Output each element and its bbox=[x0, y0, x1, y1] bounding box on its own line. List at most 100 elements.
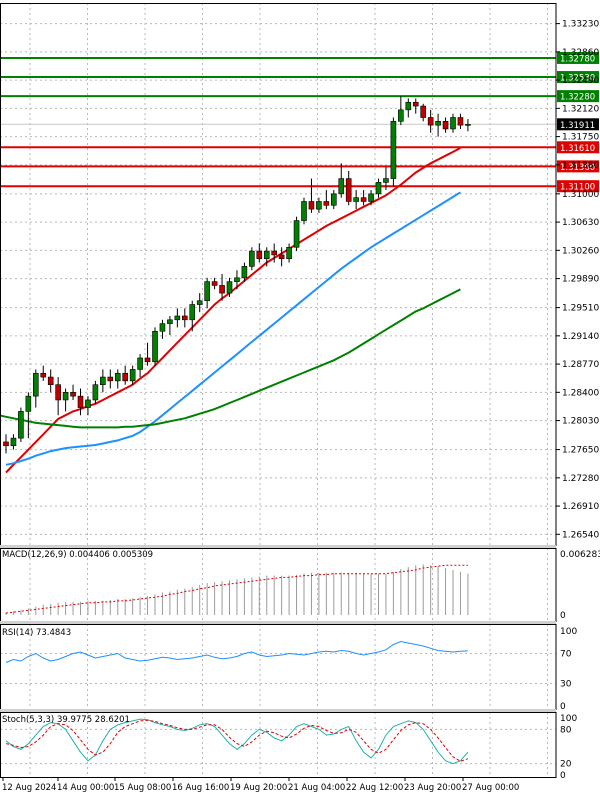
time-tick-label: 19 Aug 20:00 bbox=[230, 783, 287, 793]
moving-average-line bbox=[0, 288, 461, 429]
candle-body bbox=[32, 372, 39, 397]
price-tick-label: 1.26910 bbox=[562, 502, 599, 512]
candle-body bbox=[368, 193, 374, 202]
price-tick-label: 1.27280 bbox=[562, 474, 599, 484]
price-axis[interactable]: 1.33230 1.32860 1.32490 1.32120 1.31750 1.313… bbox=[556, 20, 599, 541]
price-tick-label: 1.27650 bbox=[562, 446, 599, 456]
candle-body bbox=[263, 250, 270, 260]
candle-body bbox=[122, 372, 128, 382]
rsi-axis-label: 0 bbox=[560, 702, 566, 712]
macd-axis-label-zero: 0 bbox=[560, 611, 566, 621]
rsi-line bbox=[5, 640, 468, 663]
price-tick-label: 1.30260 bbox=[562, 246, 599, 256]
candle-body bbox=[353, 197, 359, 202]
candle-body bbox=[405, 101, 412, 111]
panel-border bbox=[0, 624, 557, 710]
candle-body bbox=[189, 304, 196, 321]
candle-body bbox=[420, 105, 427, 118]
price-tick-label: 1.29890 bbox=[562, 275, 599, 285]
candle-body bbox=[196, 300, 203, 305]
price-tick-label: 1.32120 bbox=[562, 104, 599, 114]
price-tick-label: 1.31380 bbox=[562, 161, 599, 171]
time-axis[interactable]: 12 Aug 2024 14 Aug 00:00 15 Aug 08:00 16 Au… bbox=[2, 777, 519, 793]
candle-body bbox=[55, 384, 61, 401]
candle-body bbox=[62, 392, 69, 401]
candle-body bbox=[427, 117, 434, 126]
macd-axis-label-max: 0.006283 bbox=[560, 550, 600, 560]
time-tick-label: 23 Aug 20:00 bbox=[404, 783, 461, 793]
candle-body bbox=[174, 315, 181, 321]
rsi-title: RSI(14) 73.4843 bbox=[2, 628, 71, 638]
candle-body bbox=[204, 281, 210, 302]
candle-body bbox=[442, 121, 449, 130]
candle-body bbox=[219, 285, 225, 294]
candle-body bbox=[383, 178, 389, 183]
price-tick-label: 1.28030 bbox=[562, 417, 599, 427]
candle-body bbox=[398, 109, 404, 122]
candle-body bbox=[152, 330, 158, 363]
candle-body bbox=[18, 411, 24, 439]
candle-body bbox=[286, 246, 292, 260]
candle-body bbox=[92, 384, 99, 401]
candle-body bbox=[465, 124, 471, 126]
candle-body bbox=[226, 281, 233, 294]
price-tick-label: 1.32860 bbox=[562, 48, 599, 58]
panel-separator bbox=[0, 621, 556, 624]
candle-body bbox=[360, 197, 367, 202]
price-tick-label: 1.29510 bbox=[562, 304, 599, 314]
price-tick-label: 1.31000 bbox=[562, 190, 599, 200]
time-tick-label: 16 Aug 16:00 bbox=[172, 783, 229, 793]
candle-body bbox=[293, 220, 300, 248]
candle-body bbox=[211, 281, 218, 286]
candle-body bbox=[338, 178, 345, 195]
level-price-label: 1.31360 bbox=[560, 163, 595, 173]
level-price-tag bbox=[557, 160, 599, 173]
level-price-tag bbox=[557, 71, 599, 84]
level-price-label: 1.31100 bbox=[560, 183, 595, 193]
candle-body bbox=[316, 201, 322, 210]
level-price-tag bbox=[557, 90, 599, 103]
candle-body bbox=[308, 201, 315, 210]
candle-body bbox=[85, 399, 91, 408]
price-tick-label: 1.28770 bbox=[562, 360, 599, 370]
time-tick-label: 12 Aug 2024 bbox=[2, 783, 56, 793]
level-price-tag bbox=[557, 51, 599, 64]
moving-average-lines bbox=[0, 147, 461, 474]
price-tick-label: 1.29140 bbox=[562, 332, 599, 342]
macd-panel: MACD(12,26,9) 0.004406 0.005309 0.006283 0 bbox=[2, 550, 600, 621]
candle-body bbox=[137, 357, 143, 370]
level-price-tag bbox=[557, 141, 599, 154]
macd-signal-line bbox=[5, 564, 468, 614]
rsi-axis-label: 30 bbox=[560, 680, 572, 690]
level-price-label: 1.32530 bbox=[560, 74, 595, 84]
candle-body bbox=[3, 441, 9, 447]
candlestick-series bbox=[3, 96, 471, 454]
candle-body bbox=[144, 357, 151, 363]
time-tick-label: 21 Aug 04:00 bbox=[288, 783, 345, 793]
level-price-tag bbox=[557, 180, 599, 193]
moving-average-line bbox=[5, 191, 461, 466]
candle-body bbox=[10, 437, 17, 447]
candle-body bbox=[323, 201, 330, 206]
time-tick-label: 22 Aug 12:00 bbox=[346, 783, 403, 793]
candle-body bbox=[241, 266, 248, 279]
grid-lines bbox=[0, 3, 556, 777]
price-tick-label: 1.28400 bbox=[562, 388, 599, 398]
stoch-axis-label: 20 bbox=[560, 760, 572, 770]
candle-body bbox=[435, 121, 441, 126]
level-price-label: 1.32280 bbox=[560, 93, 595, 103]
level-price-label: 1.31610 bbox=[560, 144, 595, 154]
stoch-axis-label: 100 bbox=[560, 714, 577, 724]
level-price-label: 1.32780 bbox=[560, 54, 595, 64]
candle-body bbox=[278, 254, 285, 260]
candle-body bbox=[390, 121, 397, 179]
rsi-panel: RSI(14) 73.4843 100 70 30 0 bbox=[0, 627, 577, 712]
candle-body bbox=[457, 117, 464, 126]
panel-separator bbox=[0, 545, 556, 548]
panel-border bbox=[0, 3, 557, 546]
stoch-title: Stoch(5,3,3) 39.9775 28.6201 bbox=[2, 715, 130, 725]
moving-average-line bbox=[5, 147, 461, 474]
candle-body bbox=[256, 250, 263, 260]
